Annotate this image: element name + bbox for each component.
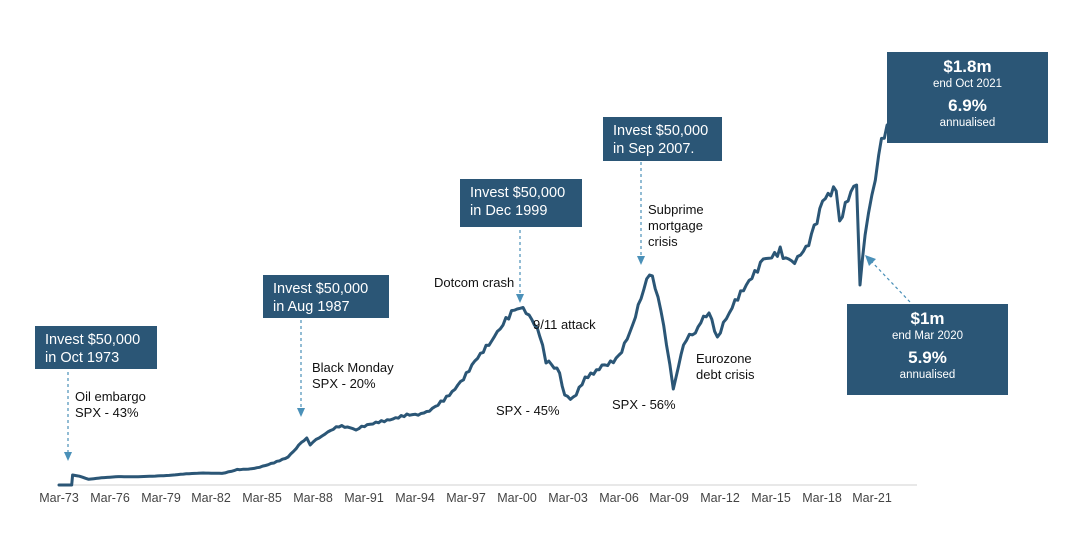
invest-box-line1: Invest $50,000 (613, 123, 709, 139)
annotation-dotcom-crash: Dotcom crash (434, 275, 514, 291)
x-tick-label: Mar-79 (141, 491, 181, 505)
result-value: $1m (910, 309, 945, 328)
arrow-head-dec-1999 (516, 294, 524, 303)
arrow-mar-2020 (871, 261, 911, 303)
annotation-line: SPX - 20% (312, 376, 376, 391)
x-tick-label: Mar-06 (599, 491, 639, 505)
result-rate: 5.9% (908, 348, 947, 367)
annotation-spx-45: SPX - 45% (496, 403, 560, 419)
annotation-black-monday: Black Monday SPX - 20% (312, 360, 394, 392)
result-rate-label: annualised (939, 117, 996, 129)
annotation-line: crisis (648, 234, 678, 249)
x-tick-label: Mar-03 (548, 491, 588, 505)
invest-box-line1: Invest $50,000 (273, 281, 369, 297)
result-date: end Mar 2020 (892, 330, 963, 342)
annotation-line: SPX - 56% (612, 397, 676, 412)
x-tick-label: Mar-09 (649, 491, 689, 505)
x-tick-label: Mar-97 (446, 491, 486, 505)
invest-box-line1: Invest $50,000 (470, 185, 566, 201)
x-tick-label: Mar-91 (344, 491, 384, 505)
x-tick-label: Mar-94 (395, 491, 435, 505)
result-box-mar-2020: $1m end Mar 2020 5.9% annualised (847, 304, 1008, 395)
annotation-line: Dotcom crash (434, 275, 515, 290)
invest-box-oct-1973: Invest $50,000 in Oct 1973 (35, 326, 157, 369)
arrow-head-mar-2020 (865, 255, 876, 266)
x-tick-label: Mar-00 (497, 491, 537, 505)
invest-box-line2: in Dec 1999 (470, 203, 548, 219)
x-tick-label: Mar-82 (191, 491, 231, 505)
annotation-subprime: Subprime mortgage crisis (648, 202, 704, 250)
invest-box-aug-1987: Invest $50,000 in Aug 1987 (263, 275, 389, 318)
invest-box-line2: in Oct 1973 (45, 350, 120, 366)
invest-box-line2: in Sep 2007. (613, 141, 695, 157)
arrow-head-aug-1987 (297, 408, 305, 417)
annotation-line: Eurozone (696, 351, 752, 366)
annotation-oil-embargo: Oil embargo SPX - 43% (75, 389, 146, 421)
annotation-911-attack: 9/11 attack (533, 317, 596, 333)
portfolio-value-line (57, 123, 889, 487)
annotation-spx-56: SPX - 56% (612, 397, 676, 413)
invest-box-line1: Invest $50,000 (45, 332, 141, 348)
invest-box-line2: in Aug 1987 (273, 299, 350, 315)
annotation-line: Black Monday (312, 360, 394, 375)
annotation-line: 9/11 attack (533, 317, 596, 332)
annotation-line: Subprime (648, 202, 704, 217)
x-tick-label: Mar-73 (39, 491, 79, 505)
invest-box-sep-2007: Invest $50,000 in Sep 2007. (603, 117, 722, 161)
x-tick-label: Mar-15 (751, 491, 791, 505)
x-tick-label: Mar-76 (90, 491, 130, 505)
result-value: $1.8m (943, 57, 992, 76)
result-rate: 6.9% (948, 96, 987, 115)
result-box-oct-2021: $1.8m end Oct 2021 6.9% annualised (887, 52, 1048, 143)
x-tick-label: Mar-88 (293, 491, 333, 505)
arrow-head-sep-2007 (637, 256, 645, 265)
callout-arrows (64, 162, 911, 461)
annotation-line: SPX - 45% (496, 403, 560, 418)
invest-box-dec-1999: Invest $50,000 in Dec 1999 (460, 179, 582, 227)
annotation-line: SPX - 43% (75, 405, 139, 420)
x-tick-label: Mar-18 (802, 491, 842, 505)
annotation-line: mortgage (648, 218, 703, 233)
annotation-line: Oil embargo (75, 389, 146, 404)
result-date: end Oct 2021 (932, 78, 1003, 90)
arrow-head-oct-1973 (64, 452, 72, 461)
x-tick-label: Mar-12 (700, 491, 740, 505)
x-tick-label: Mar-85 (242, 491, 282, 505)
annotation-eurozone: Eurozone debt crisis (696, 351, 755, 383)
result-rate-label: annualised (899, 369, 956, 381)
x-tick-label: Mar-21 (852, 491, 892, 505)
annotation-line: debt crisis (696, 367, 755, 382)
